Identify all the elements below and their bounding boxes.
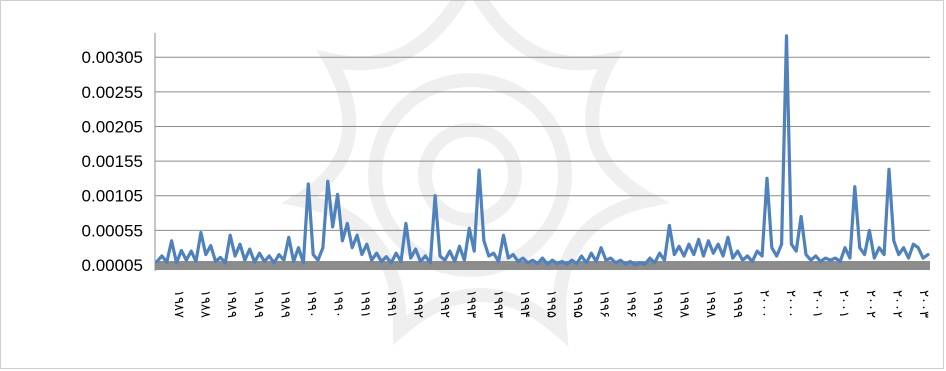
x-tick-label: ۲۰۰۱ [836,290,851,318]
series-line-group [155,34,930,267]
x-tick-label: ۱۹۹۸ [703,290,718,318]
x-tick-label: ۱۹۹۸ [677,290,692,318]
y-tick-label: 0.00255 [82,83,143,102]
x-tick-label: ۱۹۹۳ [490,290,505,318]
gridlines [154,33,930,271]
x-tick-label: ۲۰۰۲ [863,290,878,318]
x-tick-label: ۱۹۹۴ [517,290,532,318]
x-tick-label: ۱۹۸۹ [277,290,292,318]
baseline-band-group [155,261,930,270]
y-tick-label: 0.00155 [82,152,143,171]
baseline-band [155,261,930,270]
x-tick-label: ۱۹۸۹ [224,290,239,318]
y-tick-label: 0.00205 [82,117,143,136]
x-tick-label: ۲۰۰۱ [810,290,825,318]
x-tick-label: ۱۹۸۸ [198,290,213,318]
y-tick-label: 0.00005 [82,256,143,275]
x-tick-label: ۱۹۸۷ [171,290,186,318]
x-tick-label: ۱۹۹۶ [597,290,612,318]
x-tick-label: ۱۹۹۳ [464,290,479,318]
x-tick-label: ۱۹۹۶ [623,290,638,318]
watermark-emblem [281,0,671,347]
x-tick-label: ۱۹۹۹ [730,290,745,318]
x-tick-label: ۱۹۹۵ [570,290,585,318]
x-tick-label: ۱۹۹۱ [357,290,372,318]
y-tick-label: 0.00305 [82,48,143,67]
y-tick-label: 0.00105 [82,187,143,206]
x-tick-label: ۱۹۹۲ [437,290,452,318]
x-tick-label: ۱۹۹۵ [544,290,559,318]
x-tick-label: ۲۰۰۰ [783,290,798,318]
x-tick-label: ۲۰۰۳ [916,290,931,318]
x-tick-label: ۱۹۹۲ [411,290,426,318]
x-tick-label: ۲۰۰۰ [756,290,771,318]
y-tick-label: 0.00055 [82,221,143,240]
x-axis-tick-labels: ۱۹۸۷ ۱۹۸۸ ۱۹۸۹ ۱۹۸۹ ۱۹۸۹ ۱۹۹۰ ۱۹۹۰ ۱۹۹۱ ۱۹۹۱ ۱۹۹۲… [171,290,931,318]
x-tick-label: ۱۹۹۱ [384,290,399,318]
x-tick-label: ۱۹۸۹ [251,290,266,318]
x-tick-label: ۲۰۰۲ [889,290,904,318]
series-line [155,34,930,267]
x-tick-label: ۱۹۹۰ [331,290,346,318]
x-tick-label: ۱۹۹۰ [304,290,319,318]
y-axis-tick-labels: 0.00005 0.00055 0.00105 0.00155 0.00205 0.002… [82,48,143,275]
x-tick-label: ۱۹۹۷ [650,290,665,318]
